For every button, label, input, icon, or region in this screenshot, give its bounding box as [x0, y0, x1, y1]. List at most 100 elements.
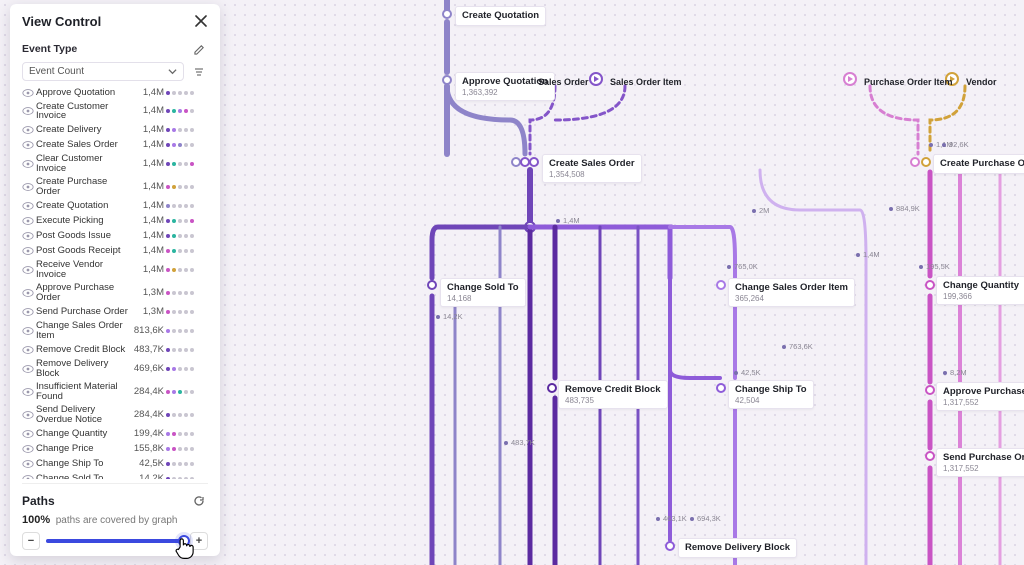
node-create-sales-order[interactable]: Create Sales Order1,354,508 [542, 154, 642, 183]
eye-icon[interactable] [22, 458, 34, 470]
eye-icon[interactable] [22, 215, 34, 227]
eye-icon[interactable] [22, 287, 34, 299]
node-change-ship-to[interactable]: Change Ship To42,504 [728, 380, 814, 409]
node-create-purchase-order[interactable]: Create Purchase Order [933, 154, 1024, 174]
eye-icon[interactable] [22, 428, 34, 440]
node-sales-order-item[interactable]: Sales Order Item [604, 74, 688, 90]
event-row[interactable]: Create Delivery1,4M [22, 123, 208, 138]
sort-icon[interactable] [190, 63, 208, 81]
event-color-dots [166, 204, 208, 208]
paths-percent: 100% [22, 514, 50, 526]
node-change-sold-to[interactable]: Change Sold To14,168 [440, 278, 526, 307]
eye-icon[interactable] [22, 473, 34, 479]
close-icon[interactable] [192, 12, 210, 30]
event-row[interactable]: Create Purchase Order1,4M [22, 176, 208, 199]
event-count: 1,4M [130, 140, 164, 150]
event-row[interactable]: Change Sold To14,2K [22, 471, 208, 479]
edit-icon[interactable] [190, 40, 208, 58]
eye-icon[interactable] [22, 181, 34, 193]
event-row[interactable]: Send Purchase Order1,3M [22, 305, 208, 320]
node-label: Send Purchase Order [943, 452, 1024, 463]
event-row[interactable]: Post Goods Receipt1,4M [22, 244, 208, 259]
event-count: 155,8K [130, 444, 164, 454]
event-label: Change Price [36, 444, 128, 454]
event-color-dots [166, 268, 208, 272]
event-label: Post Goods Issue [36, 231, 128, 241]
node-remove-delivery-block[interactable]: Remove Delivery Block [678, 538, 797, 558]
node-change-sold-to-port [427, 280, 437, 290]
eye-icon[interactable] [22, 409, 34, 421]
eye-icon[interactable] [22, 264, 34, 276]
event-row[interactable]: Clear Customer Invoice1,4M [22, 153, 208, 176]
node-send-purchase-order[interactable]: Send Purchase Order1,317,552 [936, 448, 1024, 477]
event-color-dots [166, 291, 208, 295]
node-change-sales-order-item[interactable]: Change Sales Order Item365,264 [728, 278, 855, 307]
node-label: Change Quantity [943, 280, 1019, 291]
event-label: Approve Purchase Order [36, 283, 128, 303]
eye-icon[interactable] [22, 443, 34, 455]
event-row[interactable]: Create Sales Order1,4M [22, 138, 208, 153]
eye-icon[interactable] [22, 386, 34, 398]
eye-icon[interactable] [22, 200, 34, 212]
event-row[interactable]: Create Quotation1,4M [22, 199, 208, 214]
event-row[interactable]: Create Customer Invoice1,4M [22, 100, 208, 123]
node-vendor[interactable]: Vendor [960, 74, 1003, 90]
view-control-panel: View Control Event Type Event Count [10, 4, 220, 556]
node-change-quantity[interactable]: Change Quantity199,366 [936, 276, 1024, 305]
node-remove-credit-block[interactable]: Remove Credit Block483,735 [558, 380, 668, 409]
event-row[interactable]: Change Ship To42,5K [22, 456, 208, 471]
event-count: 1,4M [130, 216, 164, 226]
edge-label: 884,9K [889, 204, 920, 213]
event-metric-select[interactable]: Event Count [22, 62, 184, 81]
node-purchase-order-item[interactable]: Purchase Order Item [858, 74, 959, 90]
node-sales-order[interactable]: Sales Order [532, 74, 595, 90]
node-create-quotation[interactable]: Create Quotation [455, 6, 546, 26]
event-row[interactable]: Post Goods Issue1,4M [22, 229, 208, 244]
eye-icon[interactable] [22, 105, 34, 117]
event-count: 14,2K [130, 474, 164, 479]
event-row[interactable]: Remove Delivery Block469,6K [22, 358, 208, 381]
eye-icon[interactable] [22, 124, 34, 136]
event-count: 1,4M [130, 106, 164, 116]
event-count: 1,4M [130, 159, 164, 169]
event-label: Create Customer Invoice [36, 102, 128, 122]
eye-icon[interactable] [22, 158, 34, 170]
event-row[interactable]: Receive Vendor Invoice1,4M [22, 259, 208, 282]
event-row[interactable]: Change Quantity199,4K [22, 426, 208, 441]
event-label: Remove Credit Block [36, 345, 128, 355]
event-type-list: Approve Quotation1,4MCreate Customer Inv… [22, 85, 208, 479]
refresh-icon[interactable] [190, 492, 208, 510]
node-create-purchase-order-port-2 [921, 157, 931, 167]
event-count: 1,4M [130, 201, 164, 211]
eye-icon[interactable] [22, 139, 34, 151]
event-color-dots [166, 310, 208, 314]
event-row[interactable]: Insufficient Material Found284,4K [22, 381, 208, 404]
event-row[interactable]: Change Price155,8K [22, 441, 208, 456]
event-row[interactable]: Send Delivery Overdue Notice284,4K [22, 404, 208, 427]
event-row[interactable]: Change Sales Order Item813,6K [22, 320, 208, 343]
paths-slider[interactable] [46, 539, 184, 543]
event-color-dots [166, 109, 208, 113]
event-row[interactable]: Remove Credit Block483,7K [22, 343, 208, 358]
eye-icon[interactable] [22, 245, 34, 257]
event-row[interactable]: Approve Purchase Order1,3M [22, 282, 208, 305]
eye-icon[interactable] [22, 87, 34, 99]
node-approve-purchase-order[interactable]: Approve Purchase Ord1,317,552 [936, 382, 1024, 411]
eye-icon[interactable] [22, 363, 34, 375]
event-color-dots [166, 219, 208, 223]
slider-decrement[interactable]: − [22, 532, 40, 550]
node-remove-delivery-block-port [665, 541, 675, 551]
node-count: 14,168 [447, 294, 519, 303]
eye-icon[interactable] [22, 325, 34, 337]
event-row[interactable]: Approve Quotation1,4M [22, 85, 208, 100]
eye-icon[interactable] [22, 306, 34, 318]
paths-coverage-text: paths are covered by graph [56, 515, 178, 526]
slider-increment[interactable]: + [190, 532, 208, 550]
node-count: 1,317,552 [943, 464, 1024, 473]
event-row[interactable]: Execute Picking1,4M [22, 214, 208, 229]
panel-title: View Control [22, 14, 101, 29]
node-label: Change Sold To [447, 282, 519, 293]
event-count: 469,6K [130, 364, 164, 374]
eye-icon[interactable] [22, 344, 34, 356]
eye-icon[interactable] [22, 230, 34, 242]
